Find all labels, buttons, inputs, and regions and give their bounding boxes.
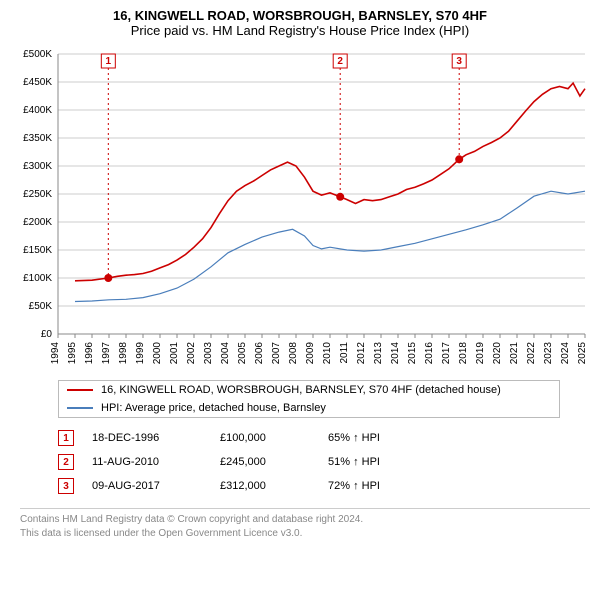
series-hpi	[75, 191, 585, 301]
page-subtitle: Price paid vs. HM Land Registry's House …	[10, 23, 590, 38]
svg-text:2005: 2005	[237, 342, 248, 365]
chart-container: 16, KINGWELL ROAD, WORSBROUGH, BARNSLEY,…	[0, 0, 600, 546]
sale-marker-number: 1	[106, 56, 112, 67]
svg-text:£350K: £350K	[23, 133, 52, 144]
sale-hpi: 65% ↑ HPI	[328, 432, 438, 444]
svg-text:2018: 2018	[458, 342, 469, 365]
sale-date: 09-AUG-2017	[92, 480, 202, 492]
svg-text:£50K: £50K	[29, 301, 53, 312]
sale-hpi: 51% ↑ HPI	[328, 456, 438, 468]
sale-date: 18-DEC-1996	[92, 432, 202, 444]
svg-text:£500K: £500K	[23, 49, 52, 60]
sale-marker-number: 3	[456, 56, 462, 67]
chart-area: £0 £50K £100K £150K £200K £250K £300K £350K £400…	[10, 44, 590, 374]
page-title: 16, KINGWELL ROAD, WORSBROUGH, BARNSLEY,…	[10, 8, 590, 23]
svg-text:2015: 2015	[407, 342, 418, 365]
legend-item: HPI: Average price, detached house, Barn…	[59, 399, 559, 417]
sale-row: 1 18-DEC-1996 £100,000 65% ↑ HPI	[58, 426, 558, 450]
svg-text:2002: 2002	[186, 342, 197, 365]
svg-text:2019: 2019	[475, 342, 486, 365]
svg-text:2021: 2021	[509, 342, 520, 365]
svg-text:£100K: £100K	[23, 273, 52, 284]
legend-label: 16, KINGWELL ROAD, WORSBROUGH, BARNSLEY,…	[101, 384, 501, 396]
svg-text:£400K: £400K	[23, 105, 52, 116]
svg-text:2006: 2006	[254, 342, 265, 365]
svg-text:2007: 2007	[271, 342, 282, 365]
sale-row: 3 09-AUG-2017 £312,000 72% ↑ HPI	[58, 474, 558, 498]
svg-text:1994: 1994	[50, 342, 61, 365]
sale-row-marker: 1	[58, 430, 74, 446]
svg-text:2016: 2016	[424, 342, 435, 365]
svg-text:1998: 1998	[118, 342, 129, 365]
legend-swatch	[67, 407, 93, 409]
svg-text:2012: 2012	[356, 342, 367, 365]
svg-text:2014: 2014	[390, 342, 401, 365]
footer-line: Contains HM Land Registry data © Crown c…	[20, 513, 590, 527]
svg-text:£300K: £300K	[23, 161, 52, 172]
svg-text:2010: 2010	[322, 342, 333, 365]
svg-text:2004: 2004	[220, 342, 231, 365]
legend-swatch	[67, 389, 93, 391]
sale-marker-dot	[104, 274, 112, 282]
sale-price: £100,000	[220, 432, 310, 444]
svg-text:1999: 1999	[135, 342, 146, 365]
svg-text:2009: 2009	[305, 342, 316, 365]
sale-marker-dot	[455, 155, 463, 163]
svg-text:2003: 2003	[203, 342, 214, 365]
sale-row-marker: 3	[58, 478, 74, 494]
svg-text:£150K: £150K	[23, 245, 52, 256]
svg-text:2000: 2000	[152, 342, 163, 365]
svg-text:£250K: £250K	[23, 189, 52, 200]
sale-marker-number: 2	[337, 56, 343, 67]
svg-text:2008: 2008	[288, 342, 299, 365]
sale-date: 11-AUG-2010	[92, 456, 202, 468]
legend-item: 16, KINGWELL ROAD, WORSBROUGH, BARNSLEY,…	[59, 381, 559, 399]
sales-table: 1 18-DEC-1996 £100,000 65% ↑ HPI 2 11-AUG-201…	[58, 426, 558, 498]
svg-text:2022: 2022	[526, 342, 537, 365]
svg-text:2013: 2013	[373, 342, 384, 365]
series-price_paid	[75, 83, 585, 281]
svg-text:£200K: £200K	[23, 217, 52, 228]
svg-text:£0: £0	[41, 329, 53, 340]
svg-text:2025: 2025	[577, 342, 588, 365]
footer-line: This data is licensed under the Open Gov…	[20, 527, 590, 541]
sale-price: £312,000	[220, 480, 310, 492]
svg-text:2024: 2024	[560, 342, 571, 365]
sale-row: 2 11-AUG-2010 £245,000 51% ↑ HPI	[58, 450, 558, 474]
svg-text:2017: 2017	[441, 342, 452, 365]
line-chart-svg: £0 £50K £100K £150K £200K £250K £300K £350K £400…	[10, 44, 590, 374]
svg-text:£450K: £450K	[23, 77, 52, 88]
svg-text:2011: 2011	[339, 342, 350, 364]
legend: 16, KINGWELL ROAD, WORSBROUGH, BARNSLEY,…	[58, 380, 560, 418]
sale-price: £245,000	[220, 456, 310, 468]
svg-text:2001: 2001	[169, 342, 180, 365]
attribution-footer: Contains HM Land Registry data © Crown c…	[20, 508, 590, 540]
sale-row-marker: 2	[58, 454, 74, 470]
svg-text:2023: 2023	[543, 342, 554, 365]
sale-hpi: 72% ↑ HPI	[328, 480, 438, 492]
legend-label: HPI: Average price, detached house, Barn…	[101, 402, 326, 414]
svg-text:1997: 1997	[101, 342, 112, 365]
sale-marker-dot	[336, 193, 344, 201]
svg-text:2020: 2020	[492, 342, 503, 365]
svg-text:1996: 1996	[84, 342, 95, 365]
svg-text:1995: 1995	[67, 342, 78, 365]
